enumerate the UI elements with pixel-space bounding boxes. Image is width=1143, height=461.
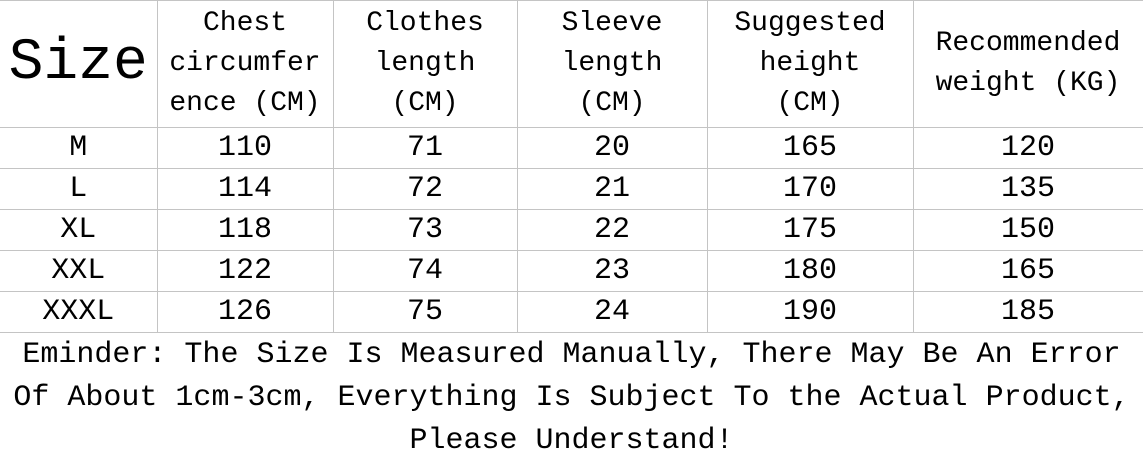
size-label-cell: XXXL xyxy=(0,291,158,333)
size-label-cell: M xyxy=(0,127,158,169)
recommended-weight-cell: 135 xyxy=(912,168,1143,210)
clothes-length-cell: 73 xyxy=(332,209,518,251)
chest-cell: 122 xyxy=(156,250,334,292)
suggested-height-cell: 165 xyxy=(706,127,914,169)
chest-cell: 110 xyxy=(156,127,334,169)
chest-cell: 126 xyxy=(156,291,334,333)
header-cell-chest-circumference: Chest circumfer ence (CM) xyxy=(156,0,334,128)
table-row-xl: XL 118 73 22 175 150 xyxy=(0,209,1143,251)
clothes-length-cell: 71 xyxy=(332,127,518,169)
chest-cell: 118 xyxy=(156,209,334,251)
recommended-weight-cell: 150 xyxy=(912,209,1143,251)
header-cell-recommended-weight: Recommended weight (KG) xyxy=(912,0,1143,128)
suggested-height-cell: 190 xyxy=(706,291,914,333)
table-row-m: M 110 71 20 165 120 xyxy=(0,127,1143,169)
clothes-length-cell: 74 xyxy=(332,250,518,292)
chest-cell: 114 xyxy=(156,168,334,210)
recommended-weight-cell: 120 xyxy=(912,127,1143,169)
sleeve-length-cell: 24 xyxy=(516,291,708,333)
recommended-weight-cell: 185 xyxy=(912,291,1143,333)
disclaimer-line-2: Of About 1cm-3cm, Everything Is Subject … xyxy=(13,380,1130,415)
size-label-cell: XL xyxy=(0,209,158,251)
sleeve-length-cell: 23 xyxy=(516,250,708,292)
header-cell-clothes-length: Clothes length (CM) xyxy=(332,0,518,128)
header-cell-size: Size xyxy=(0,0,158,128)
table-row-l: L 114 72 21 170 135 xyxy=(0,168,1143,210)
table-row-xxl: XXL 122 74 23 180 165 xyxy=(0,250,1143,292)
header-row: Size Chest circumfer ence (CM) Clothes l… xyxy=(0,0,1143,128)
suggested-height-cell: 180 xyxy=(706,250,914,292)
sleeve-length-cell: 21 xyxy=(516,168,708,210)
disclaimer-line-1: Eminder: The Size Is Measured Manually, … xyxy=(22,337,1121,372)
disclaimer-line-3: Please Understand! xyxy=(409,423,734,458)
sleeve-length-cell: 22 xyxy=(516,209,708,251)
size-table: Size Chest circumfer ence (CM) Clothes l… xyxy=(0,0,1143,333)
sleeve-length-cell: 20 xyxy=(516,127,708,169)
clothes-length-cell: 72 xyxy=(332,168,518,210)
suggested-height-cell: 170 xyxy=(706,168,914,210)
clothes-length-cell: 75 xyxy=(332,291,518,333)
table-row-xxxl: XXXL 126 75 24 190 185 xyxy=(0,291,1143,333)
header-cell-suggested-height: Suggested height (CM) xyxy=(706,0,914,128)
size-label-cell: L xyxy=(0,168,158,210)
size-label-cell: XXL xyxy=(0,250,158,292)
header-cell-sleeve-length: Sleeve length (CM) xyxy=(516,0,708,128)
disclaimer-note: Eminder: The Size Is Measured Manually, … xyxy=(0,333,1143,461)
recommended-weight-cell: 165 xyxy=(912,250,1143,292)
suggested-height-cell: 175 xyxy=(706,209,914,251)
